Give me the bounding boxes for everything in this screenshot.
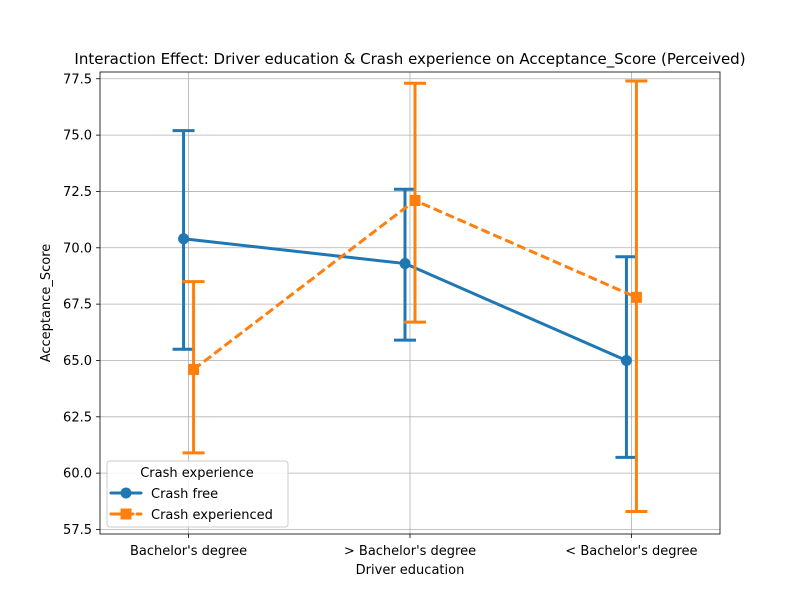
data-point — [399, 258, 411, 270]
chart-title: Interaction Effect: Driver education & C… — [74, 50, 745, 69]
x-axis-ticks: Bachelor's degree > Bachelor's degree < Ba… — [130, 534, 698, 559]
x-axis-label: Driver education — [356, 563, 465, 578]
data-point — [178, 233, 190, 245]
x-tick-label: < Bachelor's degree — [565, 544, 697, 559]
legend-marker-crash-experienced — [120, 508, 132, 520]
legend: Crash experience Crash free Crash experi… — [106, 460, 289, 528]
y-tick-label: 72.5 — [63, 185, 92, 200]
data-point — [620, 354, 632, 366]
data-point — [188, 363, 200, 375]
series-layer — [172, 79, 648, 513]
legend-label-crash-free: Crash free — [151, 487, 218, 502]
y-tick-label: 75.0 — [63, 129, 92, 144]
y-tick-label: 77.5 — [63, 72, 92, 87]
y-tick-label: 65.0 — [63, 354, 92, 369]
series-crash-free — [172, 129, 638, 459]
plot-frame — [99, 71, 721, 535]
legend-marker-crash-free — [120, 487, 132, 499]
y-axis-label: Acceptance_Score — [39, 244, 54, 363]
legend-label-crash-experienced: Crash experienced — [151, 508, 273, 523]
y-tick-label: 60.0 — [63, 467, 92, 482]
y-tick-label: 67.5 — [63, 298, 92, 313]
y-tick-label: 62.5 — [63, 410, 92, 425]
x-tick-label: > Bachelor's degree — [344, 544, 476, 559]
y-axis-ticks: 57.5 60.0 62.5 65.0 67.5 70.0 72.5 75.0 77.5 — [63, 72, 100, 538]
y-tick-label: 57.5 — [63, 523, 92, 538]
legend-title: Crash experience — [140, 466, 254, 481]
y-tick-label: 70.0 — [63, 241, 92, 256]
data-point — [630, 291, 642, 303]
data-point — [409, 194, 421, 206]
legend-box — [106, 460, 289, 528]
series-crash-experienced — [182, 79, 648, 513]
grid-lines — [100, 72, 720, 534]
x-tick-label: Bachelor's degree — [130, 544, 247, 559]
